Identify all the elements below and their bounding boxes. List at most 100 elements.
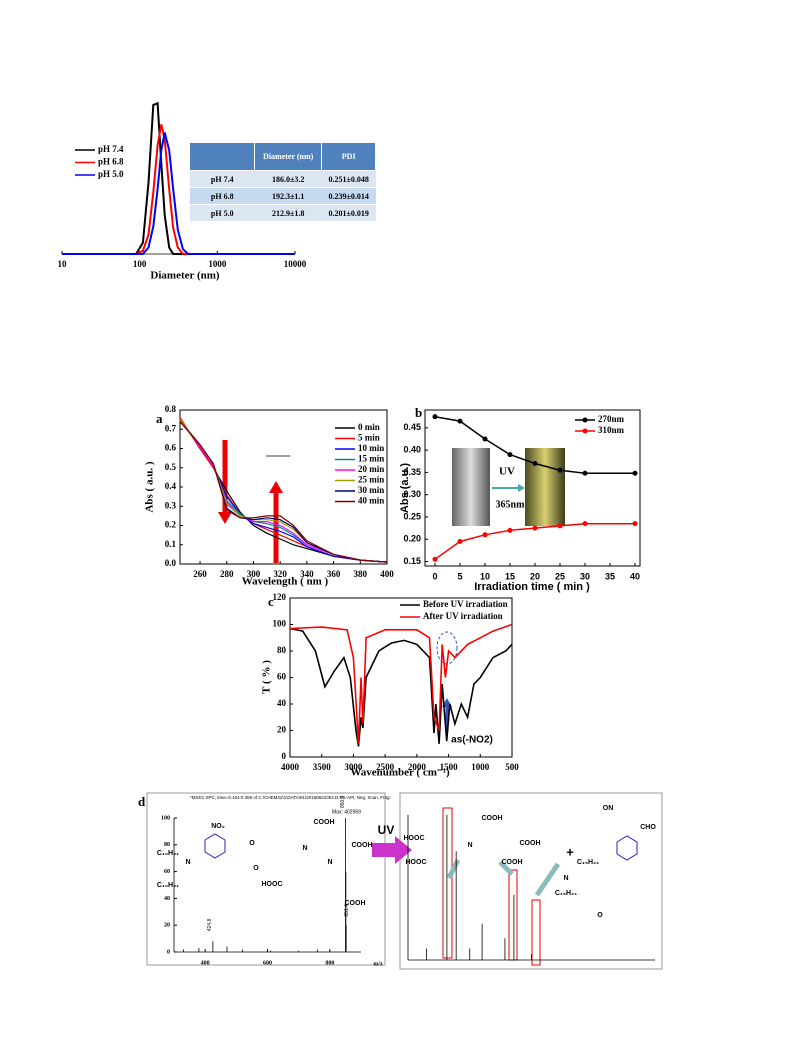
series-line xyxy=(62,132,295,255)
x-tick-label: 0 xyxy=(432,571,437,581)
x-tick-label: 1500 xyxy=(440,762,459,772)
x-tick-label: 340 xyxy=(300,569,314,579)
x-tick-label: 380 xyxy=(354,569,368,579)
x-tick-label: 280 xyxy=(220,569,234,579)
chem-label: O xyxy=(249,840,255,847)
x-tick-label: 400 xyxy=(201,960,210,966)
y-tick-label: 0.3 xyxy=(165,500,177,510)
y-axis-label: Abs (a.u.) xyxy=(399,463,411,513)
x-axis-label: m/z xyxy=(373,961,383,967)
y-tick-label: 0.1 xyxy=(165,539,177,549)
point xyxy=(557,467,563,473)
arrow-head xyxy=(218,512,232,524)
chem-label: C₁₀H₂₁ xyxy=(157,882,179,889)
x-tick-label: 320 xyxy=(273,569,287,579)
y-tick-label: 60 xyxy=(277,672,287,682)
point xyxy=(482,436,488,442)
chem-label: NO₂ xyxy=(211,823,225,830)
y-tick-label: 0.6 xyxy=(165,443,177,453)
y-tick-label: 100 xyxy=(161,815,170,821)
point xyxy=(482,532,488,538)
chem-label: HOOC xyxy=(406,859,427,866)
y-tick-label: 20 xyxy=(277,725,287,735)
chem-label: N xyxy=(302,845,307,852)
cell: 0.239±0.014 xyxy=(321,187,376,205)
cell: 212.9±1.8 xyxy=(254,204,322,221)
x-tick-label: 40 xyxy=(630,571,640,581)
point xyxy=(507,527,513,533)
uv-label: UV xyxy=(378,823,395,837)
y-axis-label: Abs ( a.u. ) xyxy=(144,461,156,512)
y-tick-label: 0.25 xyxy=(403,511,421,521)
chem-label: COOH xyxy=(520,840,541,847)
y-tick-label: 40 xyxy=(277,698,287,708)
chem-label: HOOC xyxy=(404,835,425,842)
chem-label: N xyxy=(185,859,190,866)
point xyxy=(532,525,538,531)
panel-letter: c xyxy=(268,594,274,609)
x-tick-label: 300 xyxy=(247,569,261,579)
legend-marker xyxy=(582,428,588,434)
spectrum-frame xyxy=(399,792,663,970)
legend-label: pH 6.8 xyxy=(98,157,124,167)
peak-label: 424.8 xyxy=(207,919,213,932)
peak-label: 850.4 xyxy=(340,795,346,808)
cell: pH 7.4 xyxy=(190,170,255,188)
chem-label: C₁₀H₂₁ xyxy=(157,850,179,857)
y-tick-label: 0 xyxy=(282,751,287,761)
y-tick-label: 0.5 xyxy=(165,462,177,472)
x-tick-label: 20 xyxy=(530,571,540,581)
point xyxy=(632,521,638,527)
legend-label: 20 min xyxy=(358,464,384,474)
point xyxy=(507,452,513,458)
legend-label: 15 min xyxy=(358,454,384,464)
series-line xyxy=(62,124,295,255)
legend-label: 40 min xyxy=(358,496,384,506)
x-axis-label: Diameter (nm) xyxy=(150,270,219,282)
highlight-box xyxy=(442,807,453,959)
point xyxy=(432,414,438,420)
y-tick-label: 100 xyxy=(273,619,287,629)
x-tick-label: 5 xyxy=(457,571,462,581)
chem-label: COOH xyxy=(502,859,523,866)
panel-letter: d xyxy=(138,794,146,809)
chem-label: COOH xyxy=(352,842,373,849)
point xyxy=(557,523,563,529)
x-tick-label: 2500 xyxy=(376,762,395,772)
chem-label: COOH xyxy=(482,815,503,822)
arrow-head xyxy=(269,481,283,493)
x-tick-label: 1000 xyxy=(208,259,227,269)
x-tick-label: 10 xyxy=(480,571,490,581)
legend-label: Before UV irradiation xyxy=(423,599,508,609)
y-tick-label: 0.7 xyxy=(165,423,177,433)
legend-label: 25 min xyxy=(358,475,384,485)
highlight-box xyxy=(508,869,518,961)
point xyxy=(432,556,438,562)
y-tick-label: 0.35 xyxy=(403,467,421,477)
chem-label: N xyxy=(327,859,332,866)
chem-label: C₁₅H₂₁ xyxy=(555,890,577,897)
point xyxy=(632,470,638,476)
legend-label: 30 min xyxy=(358,485,384,495)
legend-label: 5 min xyxy=(358,433,380,443)
y-tick-label: 20 xyxy=(164,923,170,929)
x-tick-label: 30 xyxy=(580,571,590,581)
chem-label: COOH xyxy=(314,819,335,826)
series-line xyxy=(434,522,635,560)
series-line xyxy=(179,421,388,563)
legend-label: 10 min xyxy=(358,443,384,453)
legend-label: pH 7.4 xyxy=(98,144,124,154)
chem-label: O xyxy=(253,865,259,872)
arrow-head xyxy=(518,484,525,492)
x-tick-label: 3000 xyxy=(344,762,363,772)
legend-label: 270nm xyxy=(598,414,625,424)
x-tick-label: 10 xyxy=(58,259,68,269)
series-line xyxy=(289,627,513,747)
vial-photo xyxy=(452,448,490,526)
plot-frame xyxy=(424,409,641,567)
cell: 0.251±0.048 xyxy=(321,170,376,188)
y-tick-label: 0.45 xyxy=(403,422,421,432)
header-cell xyxy=(190,143,255,171)
point xyxy=(457,538,463,544)
x-tick-label: 2000 xyxy=(408,762,427,772)
